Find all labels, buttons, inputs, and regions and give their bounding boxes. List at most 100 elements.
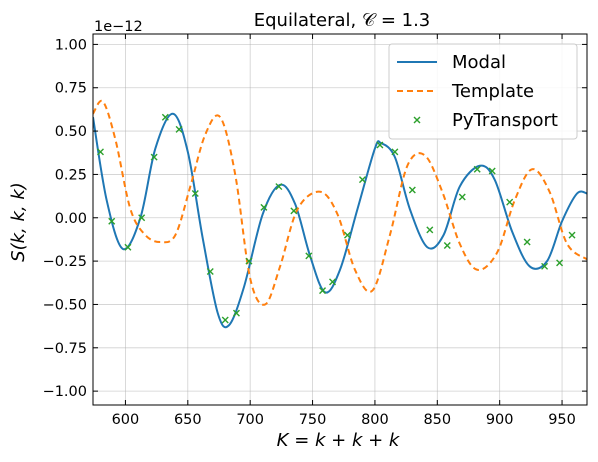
x-tick-label: 900 — [486, 412, 514, 428]
y-tick-label: 0.00 — [55, 211, 87, 227]
point-stroke — [443, 242, 451, 249]
point-stroke — [568, 231, 576, 239]
point-stroke — [506, 198, 514, 206]
point-stroke — [458, 193, 466, 201]
y-tick-label: 0.75 — [55, 81, 87, 97]
y-tick-label: −0.25 — [43, 254, 87, 270]
pytransport-point — [556, 259, 564, 267]
point-stroke — [391, 148, 399, 156]
legend-label-pytransport: PyTransport — [452, 110, 558, 131]
y-offset-text: 1e−12 — [94, 19, 143, 35]
point-stroke — [523, 238, 531, 246]
pytransport-point — [260, 203, 268, 211]
point-stroke — [175, 125, 183, 133]
pytransport-point — [488, 167, 496, 175]
pytransport-point — [138, 214, 146, 222]
pytransport-point — [319, 287, 327, 295]
plot-area — [93, 99, 587, 329]
y-tick-label: 0.25 — [55, 167, 87, 183]
x-axis-label: K = k + k + k — [277, 430, 401, 451]
pytransport-point — [506, 198, 514, 206]
pytransport-point — [150, 153, 158, 161]
axes-frame — [92, 33, 588, 406]
point-stroke — [124, 243, 132, 251]
pytransport-point — [523, 238, 531, 246]
point-stroke — [376, 141, 384, 149]
pytransport-point — [245, 257, 253, 265]
x-tick-label: 700 — [236, 412, 264, 428]
x-tick-label: 800 — [361, 412, 389, 428]
point-stroke — [488, 167, 496, 175]
legend-label-modal: Modal — [452, 52, 506, 73]
point-stroke — [221, 316, 229, 324]
y-tick-label: −0.75 — [43, 341, 87, 357]
legend: Modal Template PyTransport — [388, 43, 578, 140]
pytransport-point — [108, 217, 116, 225]
legend-label-template: Template — [451, 81, 534, 102]
y-tick-label: 1.00 — [55, 37, 87, 53]
point-stroke — [260, 203, 268, 211]
point-stroke — [556, 259, 564, 267]
legend-box — [388, 43, 578, 140]
pytransport-point — [343, 231, 351, 239]
pytransport-point — [275, 183, 283, 191]
point-stroke — [290, 207, 298, 215]
pytransport-point — [408, 186, 416, 194]
point-stroke — [191, 190, 199, 197]
pytransport-point — [290, 207, 298, 215]
y-axis-label: S(k, k, k) — [8, 182, 29, 262]
pytransport-point — [191, 190, 199, 197]
y-tick-label: 0.50 — [55, 124, 87, 140]
template-line — [93, 99, 587, 306]
pytransport-point — [206, 268, 214, 276]
pytransport-point — [221, 316, 229, 324]
point-stroke — [343, 231, 351, 239]
x-tick-label: 650 — [174, 412, 202, 428]
x-tick-label: 750 — [299, 412, 327, 428]
x-tick-label: 950 — [548, 412, 576, 428]
pytransport-point — [391, 148, 399, 156]
ticks: 600 650 700 750 800 850 900 950 −1.00 −0.75 −0.50 −… — [43, 34, 587, 428]
pytransport-point — [232, 309, 240, 317]
point-stroke — [275, 183, 283, 191]
legend-marker-stroke — [413, 116, 421, 124]
pytransport-point — [358, 176, 366, 184]
point-stroke — [319, 287, 327, 295]
point-stroke — [206, 268, 214, 276]
series-layer — [93, 99, 587, 329]
pytransport-point — [329, 278, 337, 286]
pytransport-point — [473, 165, 481, 173]
plot-frame — [92, 33, 588, 406]
chart-title: Equilateral, 𝒞 = 1.3 — [254, 10, 431, 31]
legend-marker-pytransport — [413, 116, 421, 124]
point-stroke — [426, 226, 434, 234]
pytransport-point — [443, 242, 451, 249]
point-stroke — [232, 309, 240, 317]
y-tick-label: −0.50 — [43, 297, 87, 313]
pytransport-point — [568, 231, 576, 239]
point-stroke — [150, 153, 158, 161]
pytransport-point — [305, 252, 313, 260]
modal-line — [93, 112, 587, 329]
y-tick-label: −1.00 — [43, 384, 87, 400]
pytransport-point — [161, 113, 169, 121]
point-stroke — [96, 148, 104, 156]
pytransport-point — [175, 125, 183, 133]
point-stroke — [408, 186, 416, 194]
point-stroke — [245, 257, 253, 265]
pytransport-point — [541, 262, 549, 270]
pytransport-point — [124, 243, 132, 251]
x-tick-label: 850 — [423, 412, 451, 428]
point-stroke — [138, 214, 146, 222]
x-tick-label: 600 — [112, 412, 140, 428]
pytransport-point — [426, 226, 434, 234]
pytransport-point — [96, 148, 104, 156]
point-stroke — [161, 113, 169, 121]
point-stroke — [108, 217, 116, 225]
point-stroke — [329, 278, 337, 286]
pytransport-point — [376, 141, 384, 149]
point-stroke — [541, 262, 549, 270]
point-stroke — [358, 176, 366, 184]
pytransport-point — [458, 193, 466, 201]
